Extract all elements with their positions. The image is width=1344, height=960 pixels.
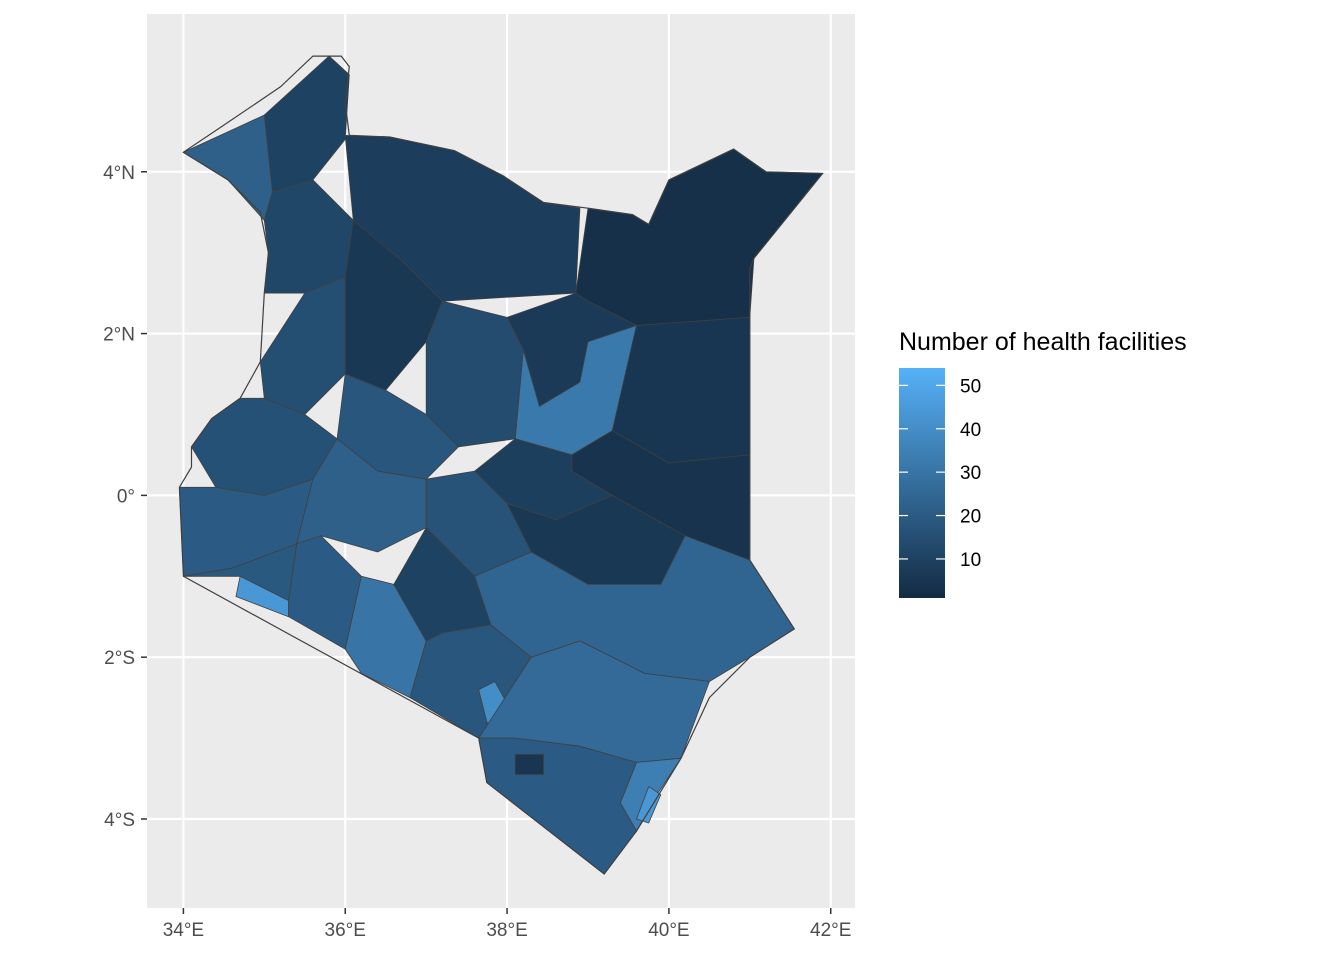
legend-label-2: 30 xyxy=(960,463,981,484)
y-tick-label-2: 0° xyxy=(117,486,135,507)
map-regions xyxy=(178,55,823,875)
legend-colorbar xyxy=(899,368,945,598)
legend-label-0: 10 xyxy=(960,550,981,571)
map-region-10 xyxy=(425,300,524,448)
map-region-32 xyxy=(636,786,662,824)
country-outline xyxy=(178,55,824,875)
legend-label-1: 20 xyxy=(960,507,981,528)
legend-ticks: 10 20 30 40 50 xyxy=(899,376,981,571)
map-region-31 xyxy=(514,753,544,775)
y-tick-label-0: 4°N xyxy=(103,163,135,184)
y-tick-label-3: 2°S xyxy=(104,648,135,669)
x-tick-label-1: 36°E xyxy=(325,920,366,941)
x-axis: 34°E 36°E 38°E 40°E 42°E xyxy=(163,908,851,941)
map-region-27 xyxy=(474,535,795,682)
x-tick-label-0: 34°E xyxy=(163,920,204,941)
x-tick-label-2: 38°E xyxy=(486,920,527,941)
legend: Number of health facilities 10 20 30 40 50 xyxy=(899,328,1187,598)
legend-label-3: 40 xyxy=(960,420,981,441)
y-tick-label-4: 4°S xyxy=(104,810,135,831)
y-tick-label-1: 2°N xyxy=(103,325,135,346)
y-axis: 4°N 2°N 0° 2°S 4°S xyxy=(103,163,147,831)
x-tick-label-4: 42°E xyxy=(810,920,851,941)
legend-label-4: 50 xyxy=(960,376,981,397)
legend-title: Number of health facilities xyxy=(899,328,1187,356)
x-tick-label-3: 40°E xyxy=(648,920,689,941)
